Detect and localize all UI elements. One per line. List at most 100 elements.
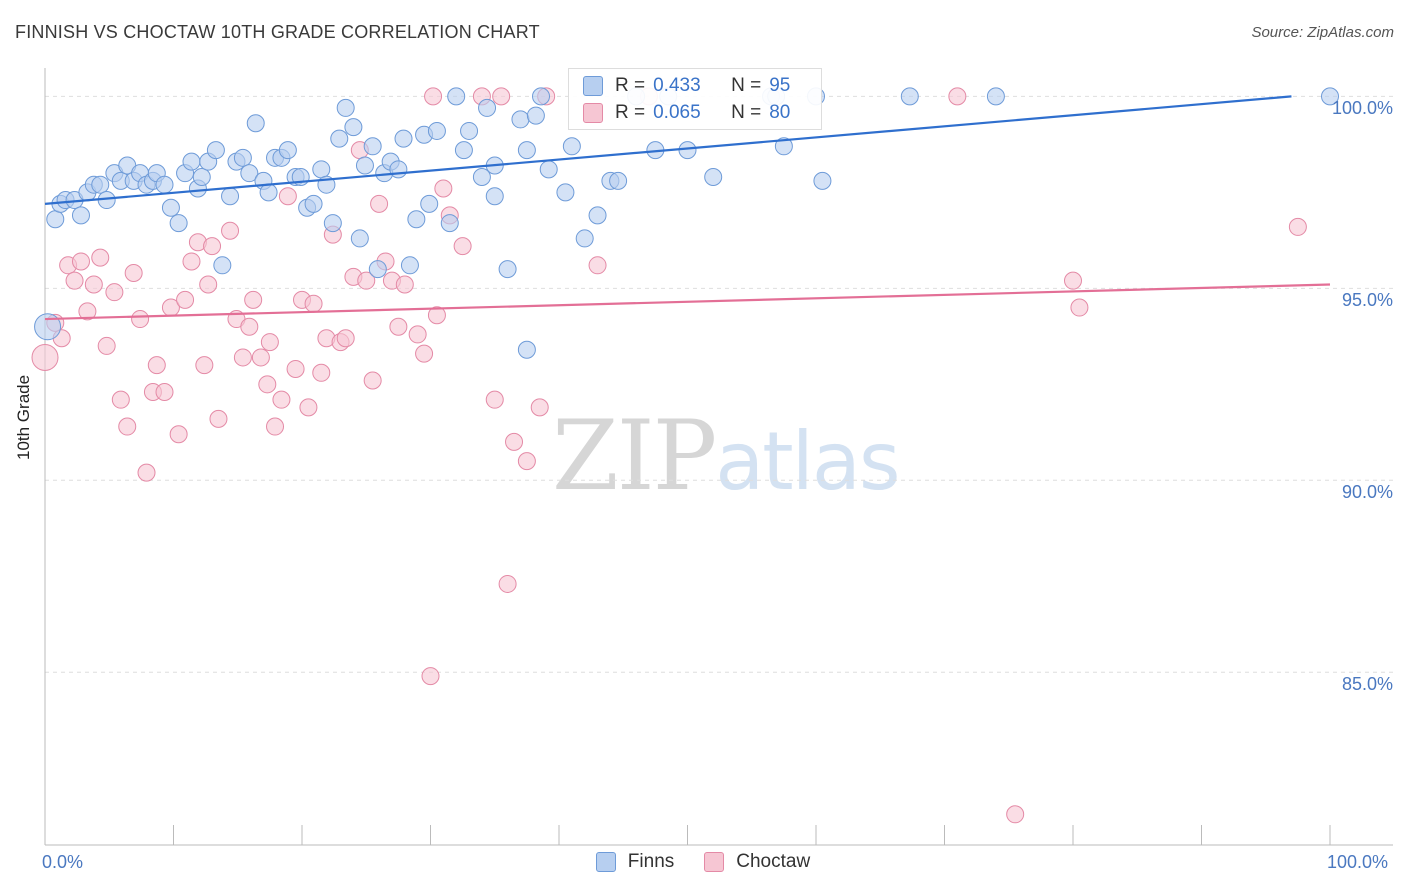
legend-row-choctaw: R = 0.065 N = 80: [583, 100, 790, 126]
finns-point: [575, 229, 594, 248]
finns-point: [389, 160, 408, 179]
choctaw-point: [588, 256, 607, 275]
choctaw-point: [97, 336, 116, 355]
legend-item-finns[interactable]: Finns: [595, 851, 675, 873]
choctaw-point: [336, 329, 355, 348]
zipatlas-watermark: ZIPatlas: [552, 400, 901, 512]
finns-point: [330, 129, 349, 148]
choctaw-point: [118, 417, 137, 436]
choctaw-point: [244, 290, 263, 309]
choctaw-point: [408, 325, 427, 344]
choctaw-trend-line: [44, 283, 1331, 321]
x-tick-min: 0.0%: [42, 852, 84, 872]
finns-point: [460, 121, 479, 140]
choctaw-point: [427, 306, 446, 325]
stats-legend: R = 0.433 N = 95 R = 0.065 N = 80: [568, 68, 822, 130]
y-tick-label: 95.0%: [1341, 290, 1393, 311]
choctaw-point: [131, 310, 150, 329]
choctaw-point: [421, 667, 440, 686]
finns-point: [498, 260, 517, 279]
choctaw-point: [530, 398, 549, 417]
finns-point: [511, 110, 530, 129]
choctaw-point: [498, 574, 517, 593]
finns-point: [704, 168, 723, 187]
finns-point: [221, 187, 240, 206]
finns-point: [454, 141, 473, 160]
choctaw-point: [278, 187, 297, 206]
finns-point: [304, 194, 323, 213]
axes: [44, 68, 1393, 846]
choctaw-point: [363, 371, 382, 390]
choctaw-point: [251, 348, 270, 367]
finns-point: [562, 137, 581, 156]
choctaw-point: [155, 382, 174, 401]
finns-point: [472, 168, 491, 187]
watermark-zip: ZIP: [552, 400, 717, 512]
n-label: N =: [731, 75, 762, 96]
finns-point: [440, 214, 459, 233]
choctaw-point: [176, 290, 195, 309]
finns-point: [336, 98, 355, 117]
watermark-atlas: atlas: [715, 415, 900, 508]
choctaw-point: [65, 271, 84, 290]
r-label: R =: [615, 102, 646, 123]
finns-point: [278, 141, 297, 160]
choctaw-swatch: [583, 103, 603, 123]
finns-point: [517, 141, 536, 160]
choctaw-point: [195, 356, 214, 375]
choctaw-point: [71, 252, 90, 271]
choctaw-point: [105, 283, 124, 302]
finns-point: [233, 148, 252, 167]
choctaw-point: [221, 221, 240, 240]
choctaw-point: [485, 390, 504, 409]
finns-point: [517, 340, 536, 359]
choctaw-point: [1288, 217, 1307, 236]
choctaw-point: [453, 237, 472, 256]
finns-point: [539, 160, 558, 179]
finns-point: [259, 183, 278, 202]
finns-point: [46, 210, 65, 229]
choctaw-point: [84, 275, 103, 294]
choctaw-point: [260, 333, 279, 352]
choctaw-point: [395, 275, 414, 294]
finns-swatch: [583, 76, 603, 96]
chart-title: FINNISH VS CHOCTAW 10TH GRADE CORRELATIO…: [15, 22, 540, 42]
finns-point: [363, 137, 382, 156]
finns-point: [420, 194, 439, 213]
legend-label-finns: Finns: [627, 851, 675, 872]
choctaw-point: [286, 359, 305, 378]
choctaw-point: [1070, 298, 1089, 317]
y-tick-label: 90.0%: [1341, 482, 1393, 503]
y-axis-label: 10th Grade: [14, 374, 33, 460]
finns-point: [609, 171, 628, 190]
trend-lines: [44, 95, 1331, 321]
finns-point: [161, 198, 180, 217]
finns-point: [192, 168, 211, 187]
finns-point: [774, 137, 793, 156]
choctaw-point: [505, 432, 524, 451]
choctaw-point: [492, 87, 511, 106]
finns-swatch: [595, 852, 616, 872]
chart-source: Source: ZipAtlas.com: [1251, 24, 1394, 41]
x-tick-max: 100.0%: [1327, 852, 1389, 872]
choctaw-point: [240, 317, 259, 336]
choctaw-point: [147, 356, 166, 375]
y-tick-label: 85.0%: [1341, 674, 1393, 695]
n-value: 80: [769, 102, 791, 123]
finns-point: [312, 160, 331, 179]
choctaw-point: [415, 344, 434, 363]
finns-point: [986, 87, 1005, 106]
finns-point: [91, 175, 110, 194]
choctaw-point: [169, 425, 188, 444]
choctaw-point: [517, 452, 536, 471]
finns-point: [169, 214, 188, 233]
choctaw-point: [209, 409, 228, 428]
legend-item-choctaw[interactable]: Choctaw: [704, 851, 810, 873]
finns-point: [556, 183, 575, 202]
finns-point: [588, 206, 607, 225]
finns-point: [526, 106, 545, 125]
finns-point: [427, 121, 446, 140]
finns-point: [323, 214, 342, 233]
finns-point: [394, 129, 413, 148]
finns-point: [368, 260, 387, 279]
